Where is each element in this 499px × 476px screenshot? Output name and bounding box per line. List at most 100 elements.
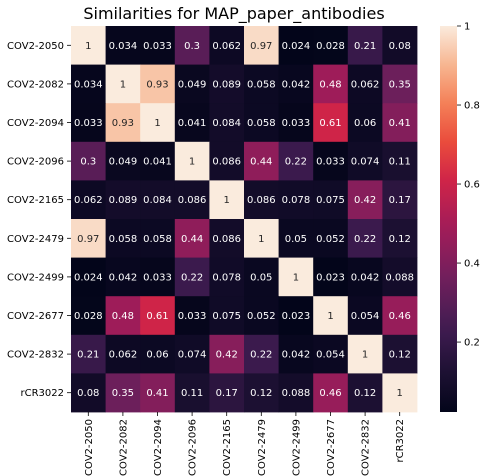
heatmap-cell xyxy=(347,103,383,143)
column-tick-label: COV2-2832 xyxy=(361,419,372,476)
heatmap-cell xyxy=(71,103,106,143)
cell-value-label: 0.028 xyxy=(316,41,345,52)
heatmap-cell xyxy=(244,103,279,143)
cell-value-label: 1 xyxy=(293,272,299,283)
colorbar-tick-label: 0.2 xyxy=(464,338,480,349)
cell-value-label: 0.97 xyxy=(250,41,272,52)
heatmap-cell xyxy=(209,373,245,413)
cell-value-label: 0.06 xyxy=(146,350,168,361)
row-tick-label: COV2-2832 xyxy=(7,350,64,361)
cell-value-label: 1 xyxy=(327,311,333,322)
heatmap-cell xyxy=(347,296,383,336)
cell-value-label: 0.41 xyxy=(389,118,411,129)
cell-value-label: 0.06 xyxy=(354,118,376,129)
column-tick-label: COV2-2499 xyxy=(291,419,302,476)
heatmap-cell xyxy=(174,103,210,143)
cell-value-label: 0.41 xyxy=(146,388,168,399)
cell-value-label: 0.062 xyxy=(74,195,103,206)
row-tick-label: COV2-2082 xyxy=(7,79,64,90)
heatmap-cell xyxy=(313,334,349,374)
heatmap-cell-labels: 1 0.034 0.033 0.3 0.062 0.97 0.024 0.028 0.21 0.0… xyxy=(74,41,414,399)
heatmap-cell xyxy=(382,26,418,65)
cell-value-label: 0.61 xyxy=(146,311,168,322)
heatmap-cell xyxy=(347,180,383,220)
cell-value-label: 1 xyxy=(154,118,160,129)
heatmap-cell xyxy=(382,334,418,374)
cell-value-label: 0.034 xyxy=(74,79,103,90)
heatmap-cell xyxy=(347,141,383,181)
cell-value-label: 1 xyxy=(362,350,368,361)
heatmap-cell xyxy=(71,296,106,336)
chart-title: Similarities for MAP_paper_antibodies xyxy=(83,4,384,24)
heatmap-cell xyxy=(105,219,141,258)
cell-value-label: 0.42 xyxy=(354,195,376,206)
cell-value-label: 0.086 xyxy=(247,195,276,206)
row-tick-label: COV2-2094 xyxy=(7,118,64,129)
heatmap-cell xyxy=(313,219,349,258)
cell-value-label: 0.058 xyxy=(109,234,138,245)
cell-value-label: 0.3 xyxy=(184,41,200,52)
heatmap-cell xyxy=(382,257,418,297)
cell-value-label: 0.078 xyxy=(212,272,241,283)
cell-value-label: 0.44 xyxy=(181,234,203,245)
heatmap-cells xyxy=(71,26,418,413)
cell-value-label: 0.062 xyxy=(109,350,138,361)
cell-value-label: 0.023 xyxy=(316,272,345,283)
cell-value-label: 0.058 xyxy=(143,234,172,245)
cell-value-label: 0.042 xyxy=(109,272,138,283)
cell-value-label: 1 xyxy=(85,41,91,52)
heatmap-cell xyxy=(71,26,106,65)
heatmap-cell xyxy=(278,257,314,297)
heatmap-cell xyxy=(347,334,383,374)
heatmap-cell xyxy=(313,103,349,143)
cell-value-label: 0.075 xyxy=(316,195,345,206)
cell-value-label: 0.049 xyxy=(178,79,207,90)
heatmap-cell xyxy=(244,219,279,258)
cell-value-label: 0.089 xyxy=(212,79,241,90)
cell-value-label: 0.48 xyxy=(112,311,134,322)
cell-value-label: 0.46 xyxy=(319,388,341,399)
colorbar-tick-label: 0.6 xyxy=(464,180,480,191)
cell-value-label: 0.088 xyxy=(385,272,414,283)
cell-value-label: 0.034 xyxy=(109,41,138,52)
heatmap-cell xyxy=(382,296,418,336)
row-tick-label: rCR3022 xyxy=(21,388,65,399)
cell-value-label: 0.22 xyxy=(285,157,307,168)
cell-value-label: 0.058 xyxy=(247,118,276,129)
cell-value-label: 0.22 xyxy=(250,350,272,361)
colorbar xyxy=(440,26,457,412)
cell-value-label: 0.042 xyxy=(282,79,311,90)
cell-value-label: 0.052 xyxy=(316,234,345,245)
heatmap-cell xyxy=(71,257,106,297)
cell-value-label: 0.062 xyxy=(212,41,241,52)
heatmap-cell xyxy=(105,373,141,413)
cell-value-label: 0.3 xyxy=(80,157,96,168)
cell-value-label: 0.05 xyxy=(250,272,272,283)
cell-value-label: 1 xyxy=(224,195,230,206)
heatmap-cell xyxy=(382,219,418,258)
column-tick-label: COV2-2096 xyxy=(188,419,199,476)
heatmap-cell xyxy=(278,296,314,336)
column-tick-label: COV2-2094 xyxy=(153,419,164,476)
cell-value-label: 0.08 xyxy=(389,41,411,52)
cell-value-label: 0.058 xyxy=(247,79,276,90)
cell-value-label: 0.033 xyxy=(74,118,103,129)
heatmap-cell xyxy=(382,103,418,143)
heatmap-cell xyxy=(140,103,176,143)
cell-value-label: 0.033 xyxy=(178,311,207,322)
heatmap-cell xyxy=(105,141,141,181)
heatmap-cell xyxy=(105,103,141,143)
row-tick-labels: COV2-2050 COV2-2082 COV2-2094 COV2-2096 COV2… xyxy=(7,41,71,399)
heatmap-cell xyxy=(209,103,245,143)
cell-value-label: 0.086 xyxy=(212,157,241,168)
heatmap-cell xyxy=(278,334,314,374)
heatmap-cell xyxy=(209,296,245,336)
cell-value-label: 0.22 xyxy=(181,272,203,283)
heatmap-cell xyxy=(313,296,349,336)
cell-value-label: 1 xyxy=(397,388,403,399)
heatmap-cell xyxy=(174,64,210,104)
cell-value-label: 0.44 xyxy=(250,157,272,168)
heatmap-cell xyxy=(71,64,106,104)
heatmap-cell xyxy=(209,219,245,258)
cell-value-label: 0.062 xyxy=(351,79,380,90)
